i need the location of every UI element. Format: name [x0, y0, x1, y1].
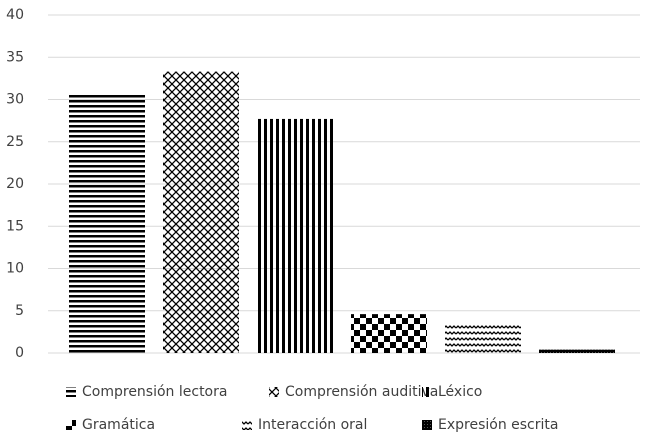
legend-swatch: [66, 420, 76, 430]
bar: [69, 94, 145, 354]
legend-swatch: [269, 387, 279, 397]
y-tick-label: 35: [6, 49, 24, 65]
legend-swatch: [422, 420, 432, 430]
legend-label: Léxico: [438, 384, 482, 400]
legend-label: Gramática: [82, 417, 155, 433]
legend-label: Expresión escrita: [438, 417, 558, 433]
legend-swatch: [66, 387, 76, 397]
legend-label: Interacción oral: [258, 417, 367, 433]
y-tick-label: 15: [6, 218, 24, 234]
y-tick-label: 0: [15, 345, 24, 361]
legend-swatch: [422, 387, 432, 397]
bar: [445, 323, 521, 353]
bar: [351, 314, 427, 353]
bar: [163, 71, 239, 354]
y-tick-label: 10: [6, 261, 24, 277]
y-tick-label: 25: [6, 134, 24, 150]
bar: [257, 118, 333, 353]
legend-label: Comprensión auditiva: [285, 384, 438, 400]
bar: [539, 349, 615, 353]
y-tick-label: 5: [15, 303, 24, 319]
legend-swatch: [242, 420, 252, 430]
y-tick-label: 20: [6, 176, 24, 192]
y-tick-label: 40: [6, 7, 24, 23]
legend-label: Comprensión lectora: [82, 384, 227, 400]
y-tick-label: 30: [6, 92, 24, 108]
